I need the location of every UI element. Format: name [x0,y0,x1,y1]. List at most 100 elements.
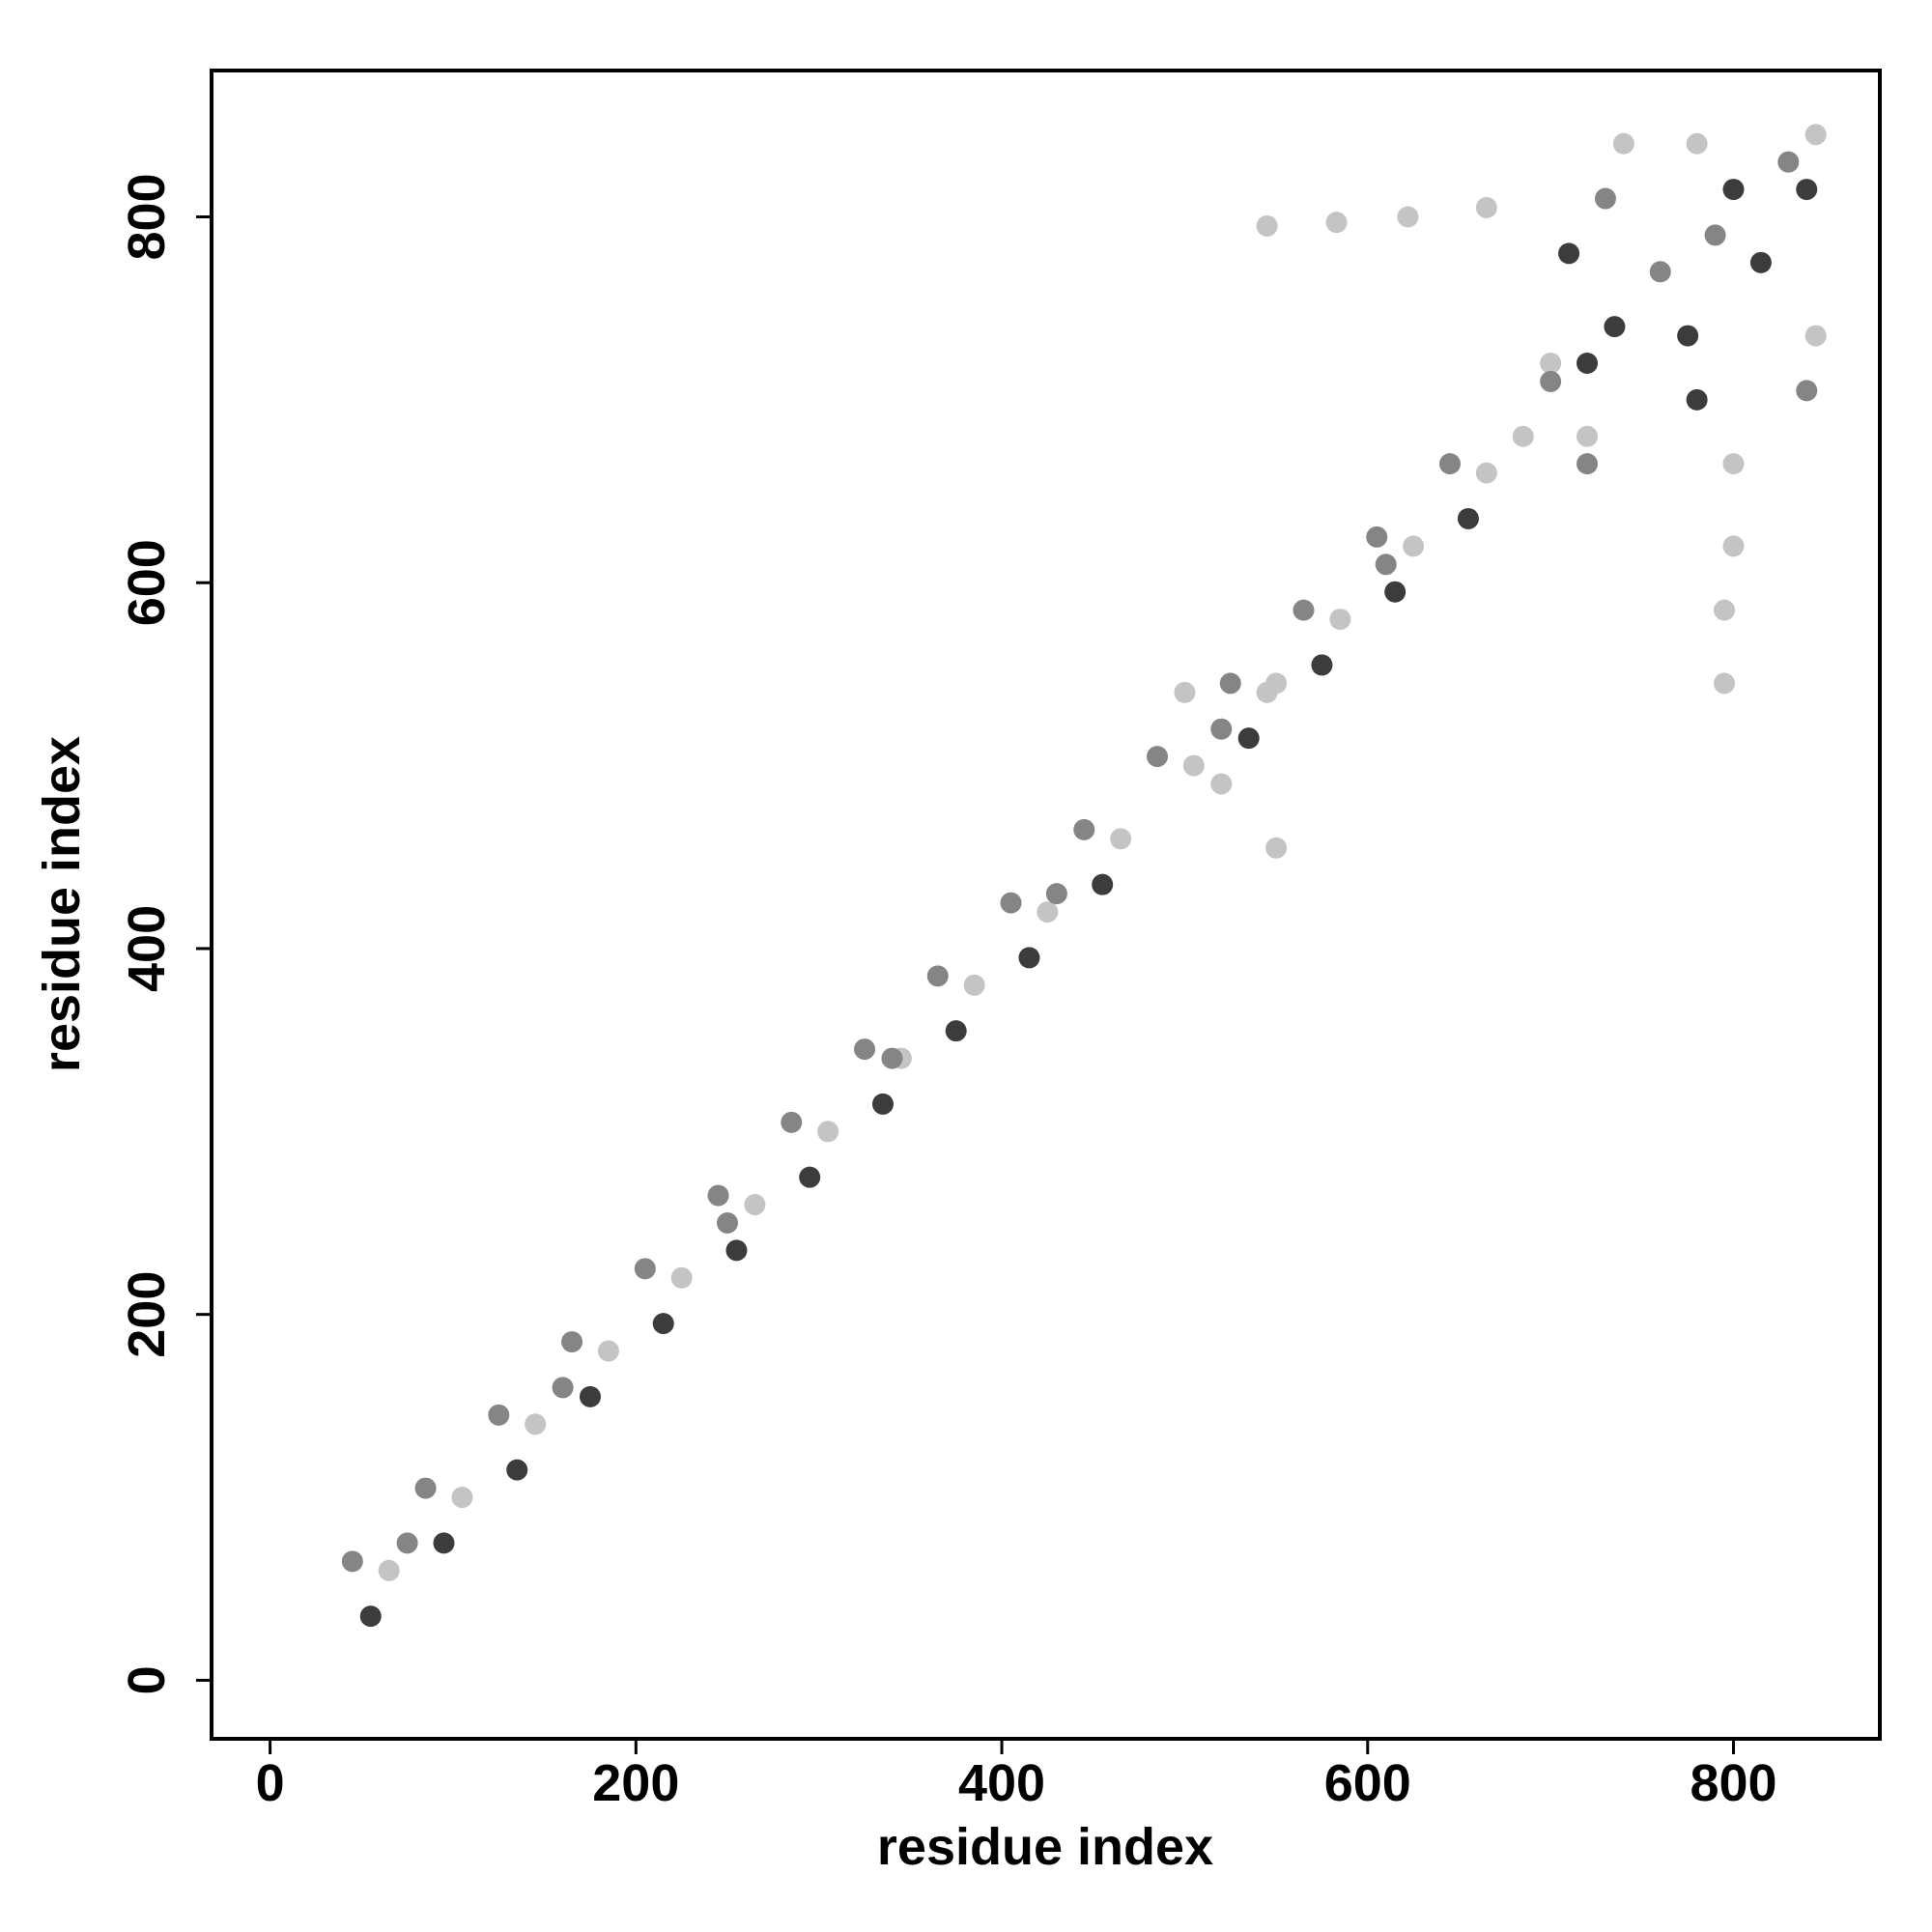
point [1092,873,1114,895]
point [561,1331,583,1353]
point [781,1111,803,1133]
point [963,974,985,996]
point [1219,672,1241,695]
point [1325,212,1348,234]
point [1147,746,1169,768]
point [1749,251,1772,273]
point [1512,425,1534,447]
point [881,1047,903,1069]
point [1722,535,1745,557]
point [945,1020,967,1042]
point [799,1166,821,1188]
point [926,965,949,987]
point [1329,609,1351,631]
point [1037,901,1059,923]
point [817,1121,839,1143]
point [1000,892,1022,914]
point [1577,352,1599,374]
point [525,1413,547,1435]
point [1311,654,1333,676]
y-tick-label: 600 [118,539,176,626]
point [1677,325,1699,347]
point [652,1313,674,1335]
x-axis-label: residue index [877,1818,1213,1876]
point [1686,132,1708,155]
point [1210,718,1233,740]
point [1073,818,1095,840]
point [670,1266,693,1289]
point [1714,599,1736,621]
point [1045,883,1067,905]
y-tick-label: 200 [118,1271,176,1358]
y-tick-label: 800 [118,173,176,260]
x-tick-label: 0 [256,1754,285,1812]
point [717,1211,739,1234]
point [1293,599,1315,621]
point [1804,124,1827,146]
point [1722,453,1745,475]
point [378,1559,400,1581]
point [1375,554,1397,576]
point [1174,681,1196,703]
point [1577,453,1599,475]
point [1182,754,1205,777]
plot-frame [210,69,1882,1741]
point [1796,380,1818,402]
point [1403,535,1425,557]
point [1649,261,1671,283]
y-tick-label: 0 [118,1665,176,1694]
point [1237,727,1260,750]
point [1397,206,1419,228]
point [1704,224,1726,246]
point [1594,187,1616,210]
point [1384,581,1406,603]
point [1577,425,1599,447]
point [707,1184,729,1207]
point [1777,151,1800,173]
y-tick-label: 400 [118,905,176,992]
x-tick-label: 400 [958,1754,1045,1812]
point [597,1340,619,1362]
point [1604,316,1626,338]
point [1265,672,1288,695]
y-axis-label: residue index [33,736,91,1072]
point [451,1487,473,1509]
point [854,1038,876,1061]
point [1612,132,1634,155]
point [433,1532,455,1554]
point [1540,352,1562,374]
point [725,1239,748,1262]
point [1457,507,1479,529]
point [871,1093,894,1115]
point [1796,179,1818,201]
point [1210,773,1233,795]
point [1804,325,1827,347]
point [414,1477,437,1499]
x-tick-label: 800 [1690,1754,1776,1812]
point [1714,672,1736,695]
point [1558,242,1580,265]
point [552,1377,574,1399]
point [1110,828,1132,850]
x-tick-label: 200 [592,1754,679,1812]
point [579,1385,601,1407]
point [396,1532,418,1554]
point [1265,837,1288,859]
point [1722,179,1745,201]
point [1475,197,1497,219]
point [634,1258,656,1280]
point [506,1459,528,1481]
point [1438,453,1461,475]
point [1256,214,1278,237]
point [359,1605,382,1628]
point [341,1550,363,1573]
point [1686,388,1708,411]
point [488,1404,510,1426]
point [1018,947,1040,969]
x-tick-label: 600 [1324,1754,1411,1812]
point [744,1194,766,1216]
point [1540,370,1562,392]
point [1366,526,1388,548]
